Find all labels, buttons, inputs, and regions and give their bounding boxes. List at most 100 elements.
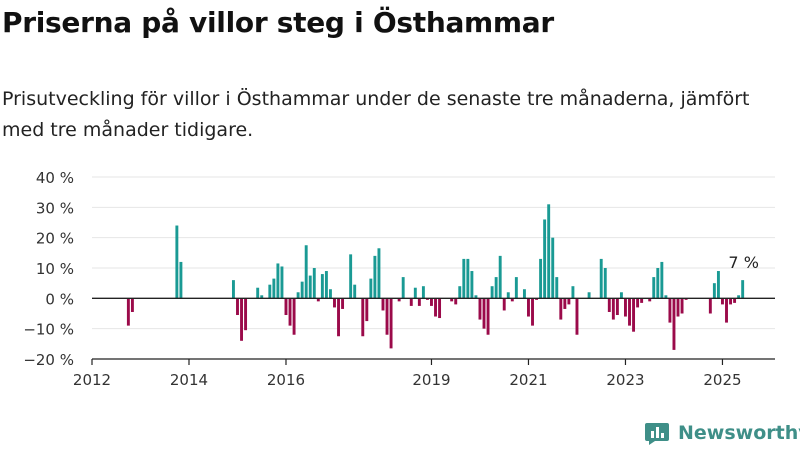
x-tick-label: 2023 [606, 371, 644, 389]
bar [575, 298, 579, 335]
bar-chart-logo-icon [645, 423, 669, 445]
bar [466, 258, 470, 299]
bar [672, 298, 676, 350]
bar [425, 298, 429, 300]
bar [337, 298, 340, 337]
bar [288, 298, 292, 326]
bar [640, 298, 644, 303]
bar [474, 295, 478, 299]
bar [409, 298, 413, 306]
bar [547, 204, 551, 299]
bar [373, 255, 377, 299]
bar [563, 298, 567, 309]
bar [587, 292, 591, 299]
bar [522, 289, 526, 299]
bar [619, 292, 623, 299]
bar [490, 286, 494, 299]
bar [369, 278, 373, 299]
bar [708, 298, 712, 314]
brand: Newsworthy [644, 418, 800, 448]
y-tick-label: −10 % [23, 321, 74, 339]
bar [721, 298, 724, 305]
chart-subtitle: Prisutveckling för villor i Östhammar un… [2, 88, 750, 141]
bar [349, 254, 353, 299]
bar [716, 271, 720, 299]
bar [535, 298, 539, 300]
bar [725, 298, 728, 323]
bar [353, 284, 357, 299]
bar [320, 274, 324, 299]
bar [244, 298, 248, 331]
bar [514, 277, 518, 299]
bar [551, 237, 555, 299]
bar [733, 298, 737, 303]
bar [458, 286, 462, 299]
bar [652, 277, 656, 299]
bar [741, 280, 745, 299]
bar [498, 255, 502, 299]
bar [607, 298, 611, 312]
bar [729, 298, 732, 305]
bar [397, 298, 401, 302]
bar [276, 263, 280, 299]
bar [680, 298, 684, 314]
bar [304, 245, 308, 299]
bar [648, 298, 652, 302]
bar [292, 298, 296, 335]
bar [401, 277, 405, 299]
bar [555, 277, 559, 299]
bar [599, 258, 603, 299]
bar [417, 298, 421, 306]
bar [470, 271, 474, 299]
y-tick-label: 20 % [36, 230, 74, 248]
bar [510, 298, 514, 302]
x-tick-label: 2025 [703, 371, 741, 389]
bar [421, 286, 425, 299]
y-tick-label: 10 % [36, 260, 74, 278]
x-tick-label: 2016 [267, 371, 305, 389]
bar [296, 292, 300, 299]
x-tick-label: 2021 [509, 371, 547, 389]
y-tick-label: −20 % [23, 351, 74, 369]
bar [571, 286, 575, 299]
bar [636, 298, 640, 308]
bar [413, 287, 417, 299]
bar [381, 298, 385, 311]
bar [312, 268, 316, 299]
bar [482, 298, 486, 329]
bar [430, 298, 433, 306]
bar [324, 271, 328, 299]
bar [272, 278, 276, 299]
brand-name: Newsworthy [678, 422, 800, 444]
bar [308, 275, 312, 299]
bar [454, 298, 458, 305]
bar [175, 225, 179, 299]
bar [126, 298, 130, 326]
x-tick-label: 2019 [412, 371, 450, 389]
bar [240, 298, 243, 341]
bar [179, 261, 183, 299]
bar [712, 283, 716, 299]
bar [333, 298, 336, 308]
y-tick-label: 40 % [36, 169, 74, 187]
bar [361, 298, 365, 337]
bar [737, 295, 741, 299]
bar [684, 298, 688, 300]
bar [494, 277, 498, 299]
bar [280, 266, 284, 299]
bar [603, 268, 607, 299]
bar [450, 298, 454, 302]
bar [656, 268, 660, 299]
bar [611, 298, 615, 320]
bar [632, 298, 636, 332]
bar [328, 289, 332, 299]
bar [506, 292, 510, 299]
x-axis: 2012 2014 2016 2019 2021 2023 2025 [73, 297, 775, 389]
bar [434, 298, 437, 317]
bar [231, 280, 235, 299]
bar [615, 298, 619, 316]
bar [438, 298, 442, 319]
bar [385, 298, 389, 335]
chart-title: Priserna på villor steg i Östhammar [2, 6, 554, 39]
bar [664, 295, 668, 299]
